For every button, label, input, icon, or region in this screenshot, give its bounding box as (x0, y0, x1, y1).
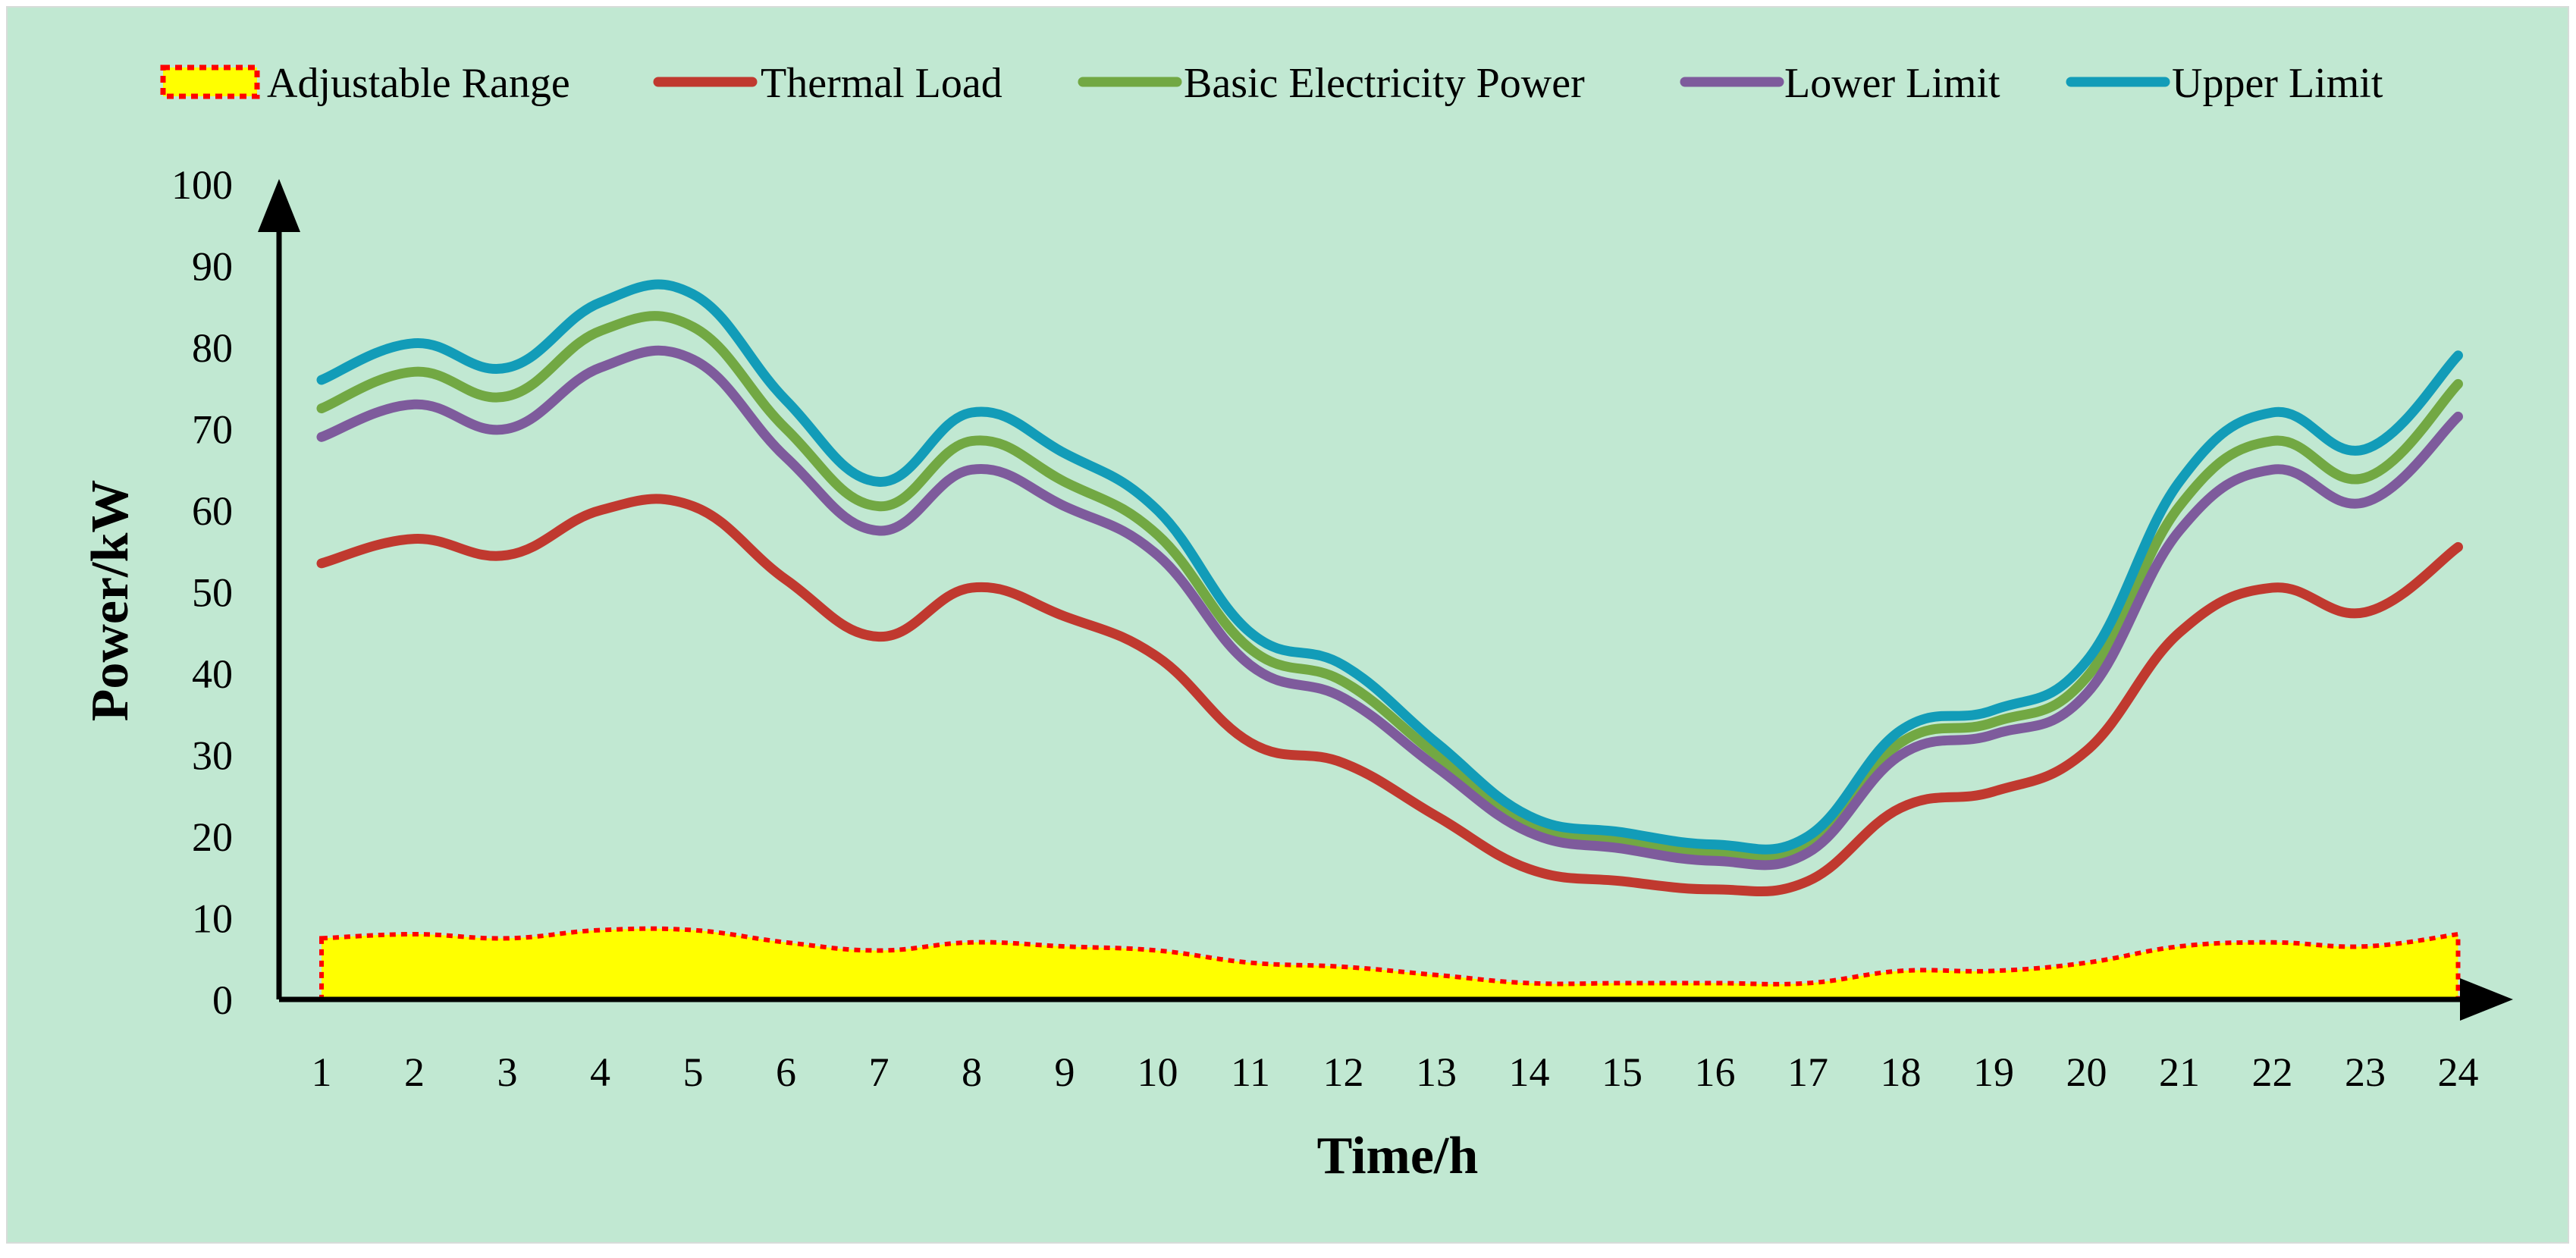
y-tick-label-10: 10 (192, 896, 233, 942)
x-tick-label-4: 4 (590, 1049, 610, 1095)
series-area-adjustable-range (319, 926, 2461, 1002)
legend-label-upper-limit: Upper Limit (2172, 60, 2383, 107)
x-tick-label-10: 10 (1137, 1049, 1178, 1095)
y-tick-labels: 0 10 20 30 40 50 60 70 80 90 100 (171, 162, 233, 1023)
y-tick-label-70: 70 (192, 407, 233, 453)
y-tick-label-50: 50 (192, 570, 233, 616)
x-tick-labels: 1 2 3 4 5 6 7 8 9 10 11 12 13 14 15 16 17 18 19 20 21 22 23 24 (312, 1049, 2479, 1095)
legend-label-lower-limit: Lower Limit (1784, 60, 2000, 107)
area-layer (319, 926, 2461, 1002)
y-tick-label-40: 40 (192, 651, 233, 697)
legend-label-thermal-load: Thermal Load (761, 60, 1002, 107)
legend-item-adjustable-range[interactable]: Adjustable Range (160, 60, 570, 107)
x-tick-label-1: 1 (312, 1049, 332, 1095)
x-tick-label-6: 6 (776, 1049, 796, 1095)
x-tick-label-22: 22 (2252, 1049, 2293, 1095)
x-tick-label-19: 19 (1973, 1049, 2014, 1095)
y-tick-label-0: 0 (212, 977, 233, 1023)
x-tick-label-12: 12 (1323, 1049, 1364, 1095)
series-line-thermal-load (316, 494, 2463, 897)
x-tick-label-13: 13 (1416, 1049, 1457, 1095)
legend: Adjustable Range Thermal Load Basic Elec… (160, 60, 2383, 107)
series-line-lower-limit (316, 345, 2463, 871)
legend-item-basic-electricity-power[interactable]: Basic Electricity Power (1078, 60, 1585, 107)
x-tick-label-20: 20 (2066, 1049, 2107, 1095)
x-tick-label-21: 21 (2159, 1049, 2200, 1095)
y-tick-label-20: 20 (192, 814, 233, 860)
legend-item-upper-limit[interactable]: Upper Limit (2066, 60, 2383, 107)
x-tick-label-11: 11 (1231, 1049, 1270, 1095)
legend-swatch-adjustable-range (160, 64, 260, 99)
y-tick-label-60: 60 (192, 488, 233, 534)
legend-item-lower-limit[interactable]: Lower Limit (1680, 60, 2000, 107)
x-tick-label-7: 7 (869, 1049, 890, 1095)
legend-item-thermal-load[interactable]: Thermal Load (653, 60, 1002, 107)
x-tick-label-5: 5 (683, 1049, 704, 1095)
y-tick-label-100: 100 (171, 162, 233, 208)
y-tick-label-80: 80 (192, 325, 233, 371)
x-tick-label-3: 3 (497, 1049, 518, 1095)
x-tick-label-24: 24 (2438, 1049, 2479, 1095)
legend-label-adjustable-range: Adjustable Range (267, 60, 570, 107)
line-layer (316, 279, 2463, 897)
series-line-upper-limit (316, 279, 2463, 855)
x-tick-label-23: 23 (2345, 1049, 2386, 1095)
chart-frame (6, 6, 2569, 1244)
legend-label-basic-electricity-power: Basic Electricity Power (1184, 60, 1585, 107)
x-tick-label-18: 18 (1881, 1049, 1922, 1095)
x-tick-label-16: 16 (1695, 1049, 1736, 1095)
y-tick-label-30: 30 (192, 733, 233, 779)
x-tick-label-2: 2 (404, 1049, 425, 1095)
y-axis-title: Power/kW (81, 480, 140, 722)
x-tick-label-14: 14 (1509, 1049, 1550, 1095)
x-tick-label-9: 9 (1055, 1049, 1075, 1095)
x-axis-title: Time/h (1317, 1127, 1479, 1185)
series-line-basic-electricity-power (316, 311, 2463, 862)
x-tick-label-15: 15 (1602, 1049, 1643, 1095)
x-tick-label-17: 17 (1787, 1049, 1828, 1095)
y-tick-label-90: 90 (192, 244, 233, 290)
x-tick-label-8: 8 (962, 1049, 982, 1095)
